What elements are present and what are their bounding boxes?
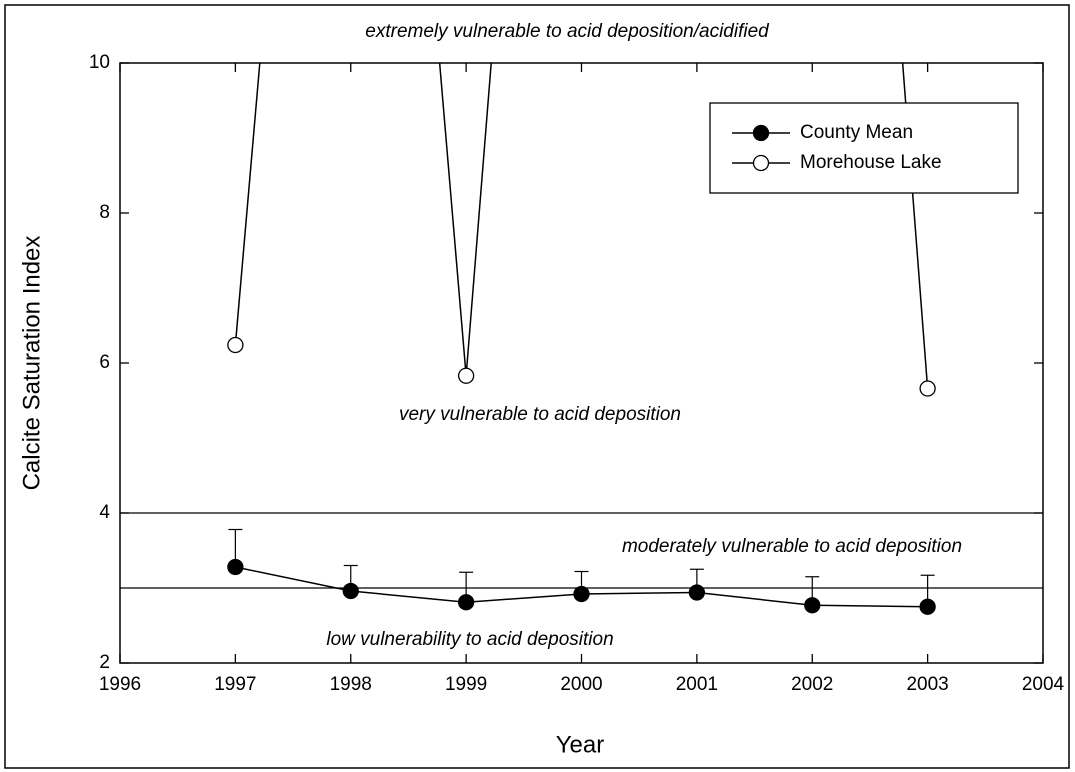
legend-label: County Mean — [800, 122, 913, 143]
y-tick-label: 4 — [99, 502, 110, 523]
y-tick-label: 10 — [89, 52, 110, 73]
legend-label: Morehouse Lake — [800, 152, 942, 173]
x-tick-label: 2003 — [906, 674, 948, 695]
y-tick-label: 2 — [99, 652, 110, 673]
legend-marker — [752, 154, 770, 172]
marker — [227, 558, 244, 576]
x-tick-label: 1998 — [330, 674, 372, 695]
y-tick-label: 6 — [99, 352, 110, 373]
annotation: very vulnerable to acid deposition — [399, 404, 681, 425]
x-tick-label: 1999 — [445, 674, 487, 695]
y-axis-title: Calcite Saturation Index — [18, 236, 45, 491]
x-tick-label: 2000 — [560, 674, 602, 695]
annotation: extremely vulnerable to acid deposition/… — [365, 21, 770, 42]
annotation: moderately vulnerable to acid deposition — [622, 536, 962, 557]
x-tick-label: 2001 — [676, 674, 718, 695]
outer-border — [4, 4, 1070, 769]
annotation: low vulnerability to acid deposition — [326, 629, 613, 650]
x-tick-label: 1997 — [214, 674, 256, 695]
series-layer — [227, 63, 936, 615]
x-axis-title: Year — [556, 731, 605, 758]
x-tick-label: 2004 — [1022, 674, 1065, 695]
marker — [342, 582, 359, 600]
x-tick-label: 2002 — [791, 674, 833, 695]
marker — [804, 597, 821, 614]
marker — [573, 585, 590, 603]
series-line — [234, 63, 929, 389]
marker — [919, 380, 936, 397]
marker — [919, 598, 936, 615]
marker — [457, 594, 475, 611]
x-tick-label: 1996 — [99, 674, 141, 695]
legend-box — [709, 102, 1019, 194]
y-tick-label: 8 — [99, 202, 110, 223]
marker — [457, 367, 475, 384]
marker — [227, 336, 244, 354]
marker — [688, 584, 706, 601]
legend-marker — [752, 124, 770, 142]
